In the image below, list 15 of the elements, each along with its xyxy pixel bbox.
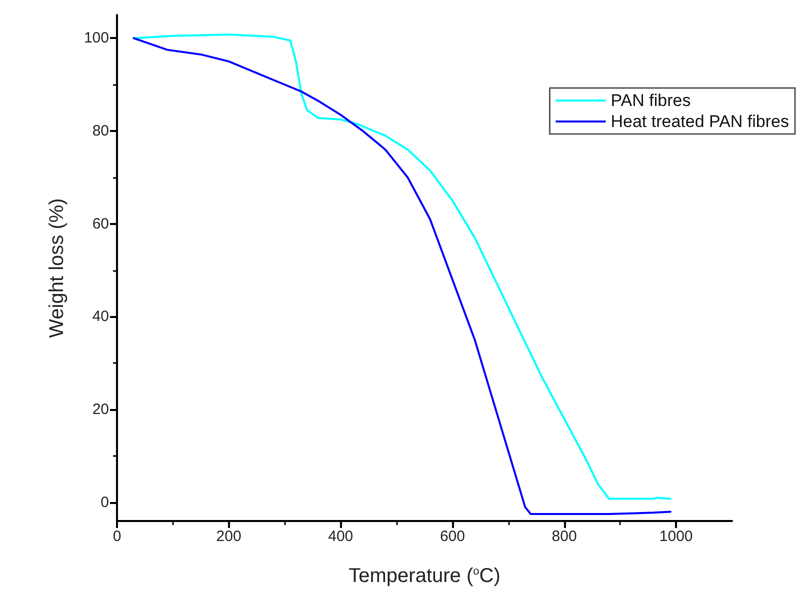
y-tick-label: 80 (92, 122, 109, 140)
y-tick-label: 100 (84, 30, 109, 47)
x-tick-label: 200 (216, 528, 242, 545)
y-tick-label: 40 (92, 308, 109, 326)
y-tick-label: 20 (92, 401, 109, 418)
x-tick-label: 400 (328, 528, 354, 545)
x-tick-label: 1000 (659, 528, 693, 545)
x-tick-label: 600 (440, 528, 465, 545)
y-axis-title: Weight loss (%) (46, 198, 68, 338)
y-tick-label: 0 (100, 494, 109, 511)
x-tick-label: 0 (112, 528, 122, 545)
legend-label: Heat treated PAN fibres (610, 112, 790, 131)
y-tick-label: 60 (92, 215, 109, 232)
legend-label: PAN fibres (610, 91, 691, 110)
x-tick-label: 800 (552, 528, 577, 545)
